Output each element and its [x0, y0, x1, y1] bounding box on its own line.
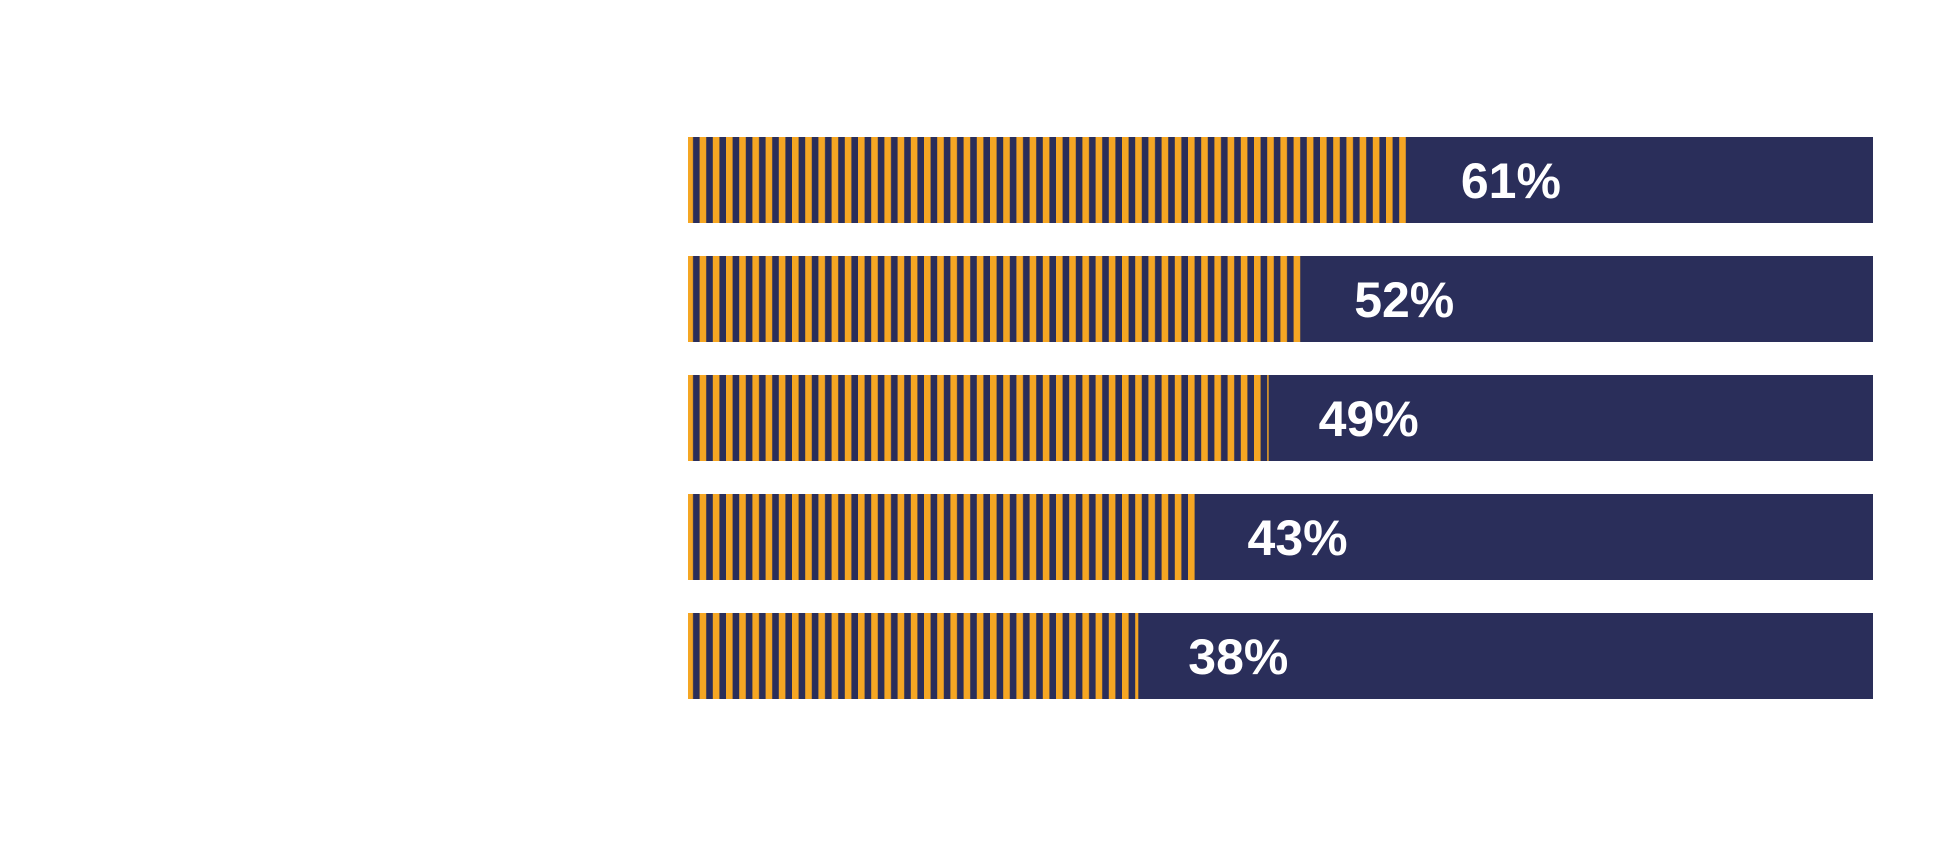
bar-value: [688, 375, 1269, 461]
bar-value: [688, 137, 1411, 223]
bar-row: 52%: [688, 256, 1873, 342]
bar-row: 38%: [688, 613, 1873, 699]
bars-layer: 61% 52% 49% 43% 38%: [688, 137, 1873, 699]
data-label: 43%: [1248, 510, 1348, 566]
bar-value: [688, 256, 1305, 342]
bar-row: 43%: [688, 494, 1873, 580]
data-label: 61%: [1461, 153, 1561, 209]
bar-value: [688, 494, 1198, 580]
bar-row: 61%: [688, 137, 1873, 223]
data-label: 49%: [1319, 391, 1419, 447]
bar-value: [688, 613, 1139, 699]
data-label: 38%: [1188, 629, 1288, 685]
data-label: 52%: [1354, 272, 1454, 328]
bar-row: 49%: [688, 375, 1873, 461]
